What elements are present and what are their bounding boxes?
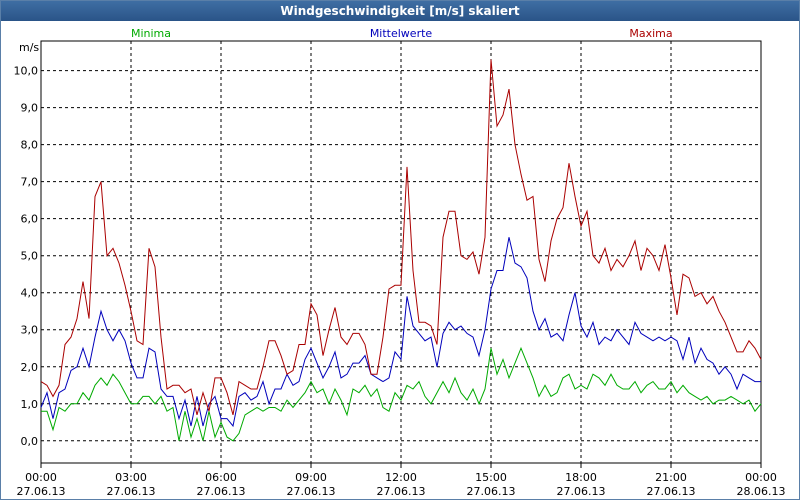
y-tick-label: 8,0	[21, 139, 39, 152]
y-tick-label: 10,0	[14, 65, 39, 78]
x-tick-time: 00:00	[745, 471, 777, 484]
x-tick-time: 15:00	[475, 471, 507, 484]
x-tick-date: 27.06.13	[17, 485, 66, 498]
x-tick-time: 18:00	[565, 471, 597, 484]
x-tick-date: 27.06.13	[197, 485, 246, 498]
x-tick-date: 27.06.13	[557, 485, 606, 498]
x-tick-date: 27.06.13	[107, 485, 156, 498]
y-tick-label: 9,0	[21, 102, 39, 115]
x-tick-time: 12:00	[385, 471, 417, 484]
y-axis-label: m/s	[19, 41, 39, 54]
y-tick-label: 6,0	[21, 213, 39, 226]
x-tick-time: 00:00	[25, 471, 57, 484]
x-tick-time: 06:00	[205, 471, 237, 484]
x-tick-date: 27.06.13	[647, 485, 696, 498]
series-line-mittelwerte	[40, 237, 761, 428]
x-tick-date: 27.06.13	[287, 485, 336, 498]
x-tick-time: 09:00	[295, 471, 327, 484]
x-tick-time: 03:00	[115, 471, 147, 484]
y-tick-label: 1,0	[21, 398, 39, 411]
y-tick-label: 5,0	[21, 250, 39, 263]
x-tick-time: 21:00	[655, 471, 687, 484]
y-tick-label: 2,0	[21, 361, 39, 374]
legend-maxima: Maxima	[629, 27, 672, 40]
y-tick-label: 0,0	[21, 435, 39, 448]
legend-mittelwerte: Mittelwerte	[370, 27, 433, 40]
y-tick-label: 7,0	[21, 176, 39, 189]
legend-minima: Minima	[131, 27, 171, 40]
y-tick-label: 3,0	[21, 324, 39, 337]
window-title: Windgeschwindigkeit [m/s] skaliert	[1, 1, 799, 21]
x-tick-date: 27.06.13	[377, 485, 426, 498]
x-tick-date: 28.06.13	[737, 485, 786, 498]
series-line-maxima	[40, 59, 762, 416]
x-tick-date: 27.06.13	[467, 485, 516, 498]
series-line-minima	[41, 346, 762, 442]
wind-speed-chart: 0,0 1,0 2,0 3,0 4,0 5,0 6,0 7,0 8,0 9,0 10,0 00:00…	[14, 27, 786, 498]
y-tick-label: 4,0	[21, 287, 39, 300]
